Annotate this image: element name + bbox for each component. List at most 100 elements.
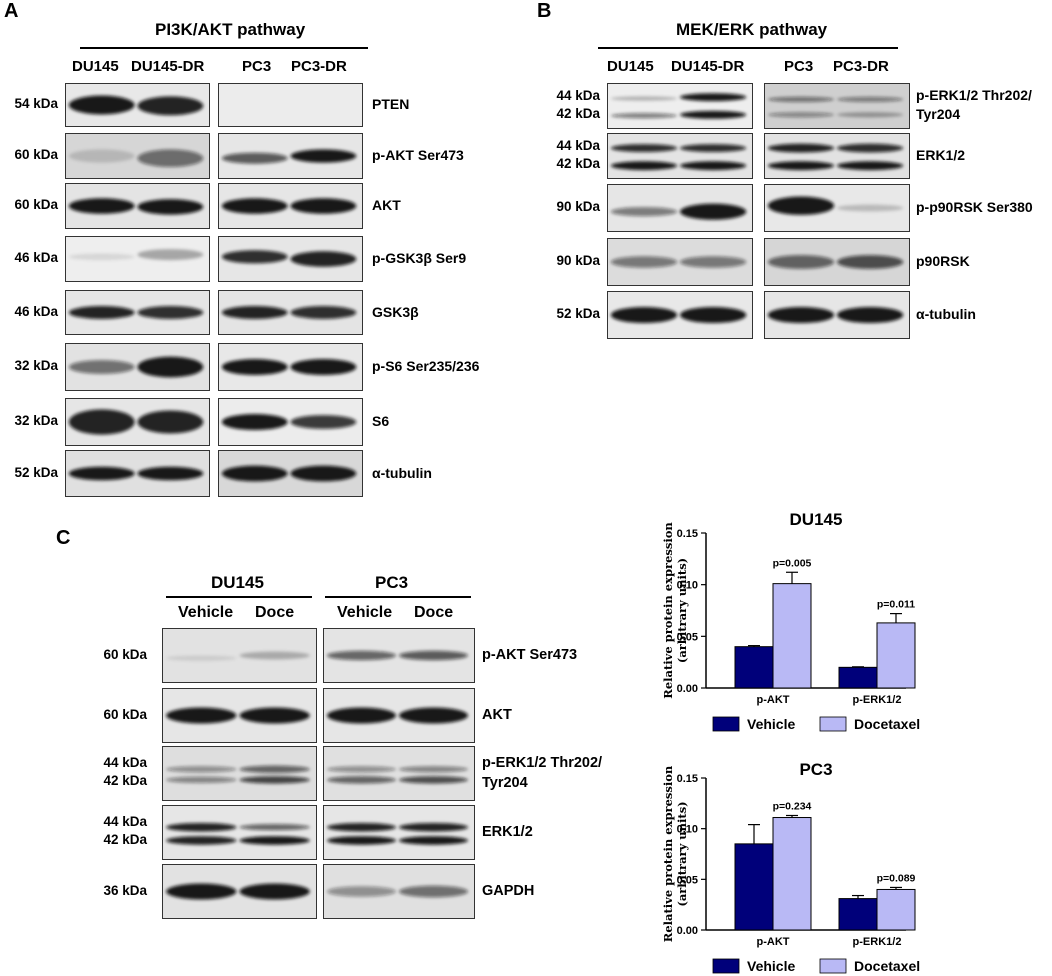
western-blot-pc3 [323,746,475,801]
molecular-weight-label: 42 kDa [103,832,147,847]
molecular-weight-label: 32 kDa [14,413,58,428]
y-tick-label: 0.10 [677,580,698,592]
bar-vehicle [838,898,878,931]
western-blot-du145 [65,398,210,446]
panel-a-title: PI3K/AKT pathway [155,20,306,39]
protein-label: α-tubulin [372,464,432,481]
lane-label-doce: Doce [414,604,454,621]
protein-label: p-p90RSK Ser380 [916,199,1033,215]
protein-label: Tyr204 [482,775,528,791]
protein-label: p90RSK [916,253,970,269]
y-tick-label: 0.05 [677,874,698,886]
bar-docetaxel [772,817,812,931]
western-blot-du145 [607,133,753,179]
molecular-weight-label: 46 kDa [14,303,58,319]
western-blot-pc3 [323,864,475,919]
x-category-label: p-ERK1/2 [853,694,902,706]
lane-label-du145: DU145 [72,58,119,75]
p-value-annotation: p=0.234 [773,800,812,812]
molecular-weight-label: 60 kDa [103,646,147,662]
y-tick-label: 0.15 [677,773,698,785]
du145-bar-chart: DU145 Relative protein expression(arbitra… [661,510,920,732]
group-underline-du145 [166,596,312,598]
x-category-label: p-AKT [757,694,790,706]
western-blot-pc3 [218,343,363,391]
lane-label-vehicle: Vehicle [178,604,234,621]
western-blot-pc3 [764,83,910,129]
lane-label-pc3-dr: PC3-DR [291,58,347,75]
western-blot-du145 [65,183,210,229]
western-blot-du145 [65,290,210,335]
panel-letter-b: B [537,0,552,22]
protein-label: α-tubulin [916,306,976,322]
protein-label: ERK1/2 [482,823,533,840]
legend-label-docetaxel: Docetaxel [854,958,920,974]
molecular-weight-label: 60 kDa [103,706,147,722]
western-blot-du145 [607,83,753,129]
bar-docetaxel [876,888,916,931]
molecular-weight-label: 42 kDa [556,106,600,121]
y-tick-label: 0.00 [677,683,698,695]
western-blot-du145 [65,343,210,391]
group-label-du145: DU145 [211,573,264,592]
molecular-weight-label: 42 kDa [103,773,147,788]
lane-label-du145-dr: DU145-DR [671,58,745,75]
western-blot-du145 [65,83,210,127]
panel-b-title-underline [598,47,898,49]
western-blot-du145 [162,864,317,919]
y-tick-label: 0.10 [677,824,698,836]
y-axis-label: Relative protein expression(arbitrary un… [661,522,689,699]
protein-label: PTEN [372,96,410,112]
chart-title: PC3 [799,760,832,779]
lane-label-du145: DU145 [607,58,654,75]
p-value-annotation: p=0.089 [877,872,916,884]
western-blot-du145 [65,133,210,179]
western-blot-du145 [607,184,753,232]
legend-swatch-docetaxel [819,958,847,974]
protein-label: Tyr204 [916,106,961,122]
lane-label-doce: Doce [255,604,295,621]
protein-label: p-ERK1/2 Thr202/ [916,87,1032,103]
western-blot-pc3 [218,236,363,282]
p-value-annotation: p=0.011 [877,599,915,611]
molecular-weight-label: 46 kDa [14,250,58,265]
lane-label-pc3: PC3 [242,58,272,75]
legend-label-vehicle: Vehicle [747,958,795,974]
molecular-weight-label: 52 kDa [14,464,58,480]
western-blot-pc3 [218,290,363,335]
molecular-weight-label: 42 kDa [556,156,600,171]
molecular-weight-label: 54 kDa [14,96,58,111]
group-underline-pc3 [325,596,471,598]
bar-vehicle [734,843,774,931]
legend-label-docetaxel: Docetaxel [854,716,920,732]
western-blot-pc3 [764,133,910,179]
protein-label: p-AKT Ser473 [372,147,464,163]
protein-label: GSK3β [372,303,419,320]
molecular-weight-label: 90 kDa [556,199,600,214]
molecular-weight-label: 90 kDa [556,253,600,268]
bar-vehicle [734,646,774,689]
western-blot-pc3 [323,628,475,683]
chart-title: DU145 [790,510,843,529]
molecular-weight-label: 52 kDa [556,306,600,321]
western-blot-pc3 [764,291,910,339]
western-blot-du145 [162,688,317,743]
legend-label-vehicle: Vehicle [747,716,795,732]
molecular-weight-label: 32 kDa [14,358,58,373]
x-category-label: p-AKT [757,936,790,948]
western-blot-du145 [65,450,210,497]
molecular-weight-label: 44 kDa [103,755,147,770]
legend-swatch-vehicle [712,716,740,732]
western-blot-pc3 [218,450,363,497]
protein-label: p-ERK1/2 Thr202/ [482,755,603,771]
molecular-weight-label: 60 kDa [14,197,58,212]
p-value-annotation: p=0.005 [773,557,812,569]
molecular-weight-label: 36 kDa [103,882,147,898]
western-blot-pc3 [323,688,475,743]
lane-label-pc3: PC3 [784,58,814,75]
protein-label: S6 [372,413,390,429]
group-label-pc3: PC3 [375,573,409,592]
protein-label: AKT [482,706,512,723]
western-blot-du145 [607,238,753,286]
molecular-weight-label: 44 kDa [103,814,147,829]
